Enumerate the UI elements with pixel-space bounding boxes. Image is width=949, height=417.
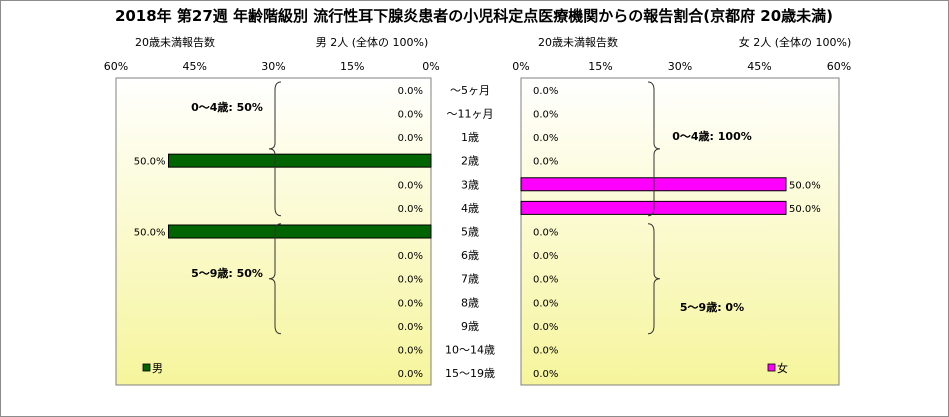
- right-tick-label: 60%: [827, 60, 851, 73]
- right-plot-area: [520, 77, 840, 386]
- category-label: 4歳: [461, 202, 479, 215]
- left-caption: 20歳未満報告数: [135, 36, 215, 49]
- left-value-label: 0.0%: [398, 251, 423, 262]
- left-value-label: 0.0%: [398, 298, 423, 309]
- left-value-label: 0.0%: [398, 346, 423, 357]
- right-value-label: 0.0%: [533, 228, 558, 239]
- left-bar: [168, 224, 432, 239]
- right-value-label: 0.0%: [533, 346, 558, 357]
- category-label: 5歳: [461, 226, 479, 239]
- right-value-label: 0.0%: [533, 157, 558, 168]
- category-label: ～5ヶ月: [450, 84, 490, 97]
- right-value-label: 0.0%: [533, 109, 558, 120]
- right-value-label: 50.0%: [789, 204, 821, 215]
- left-tick-label: 60%: [104, 60, 128, 73]
- right-value-label: 0.0%: [533, 275, 558, 286]
- right-caption: 20歳未満報告数: [538, 36, 618, 49]
- left-group-brace: [268, 81, 282, 217]
- left-header: 男 2人 (全体の 100%): [316, 35, 429, 49]
- chart-title: 2018年 第27週 年齢階級別 流行性耳下腺炎患者の小児科定点医療機関からの報…: [115, 7, 833, 25]
- category-label: 2歳: [461, 155, 479, 168]
- left-legend-label: 男: [152, 362, 163, 375]
- category-label: 8歳: [461, 296, 479, 309]
- left-value-label: 50.0%: [134, 157, 166, 168]
- left-group-annotation: 5～9歳: 50%: [191, 266, 263, 280]
- left-value-label: 0.0%: [398, 369, 423, 380]
- right-value-label: 0.0%: [533, 251, 558, 262]
- left-value-label: 0.0%: [398, 133, 423, 144]
- right-group-brace: [647, 81, 661, 217]
- left-value-label: 0.0%: [398, 204, 423, 215]
- right-value-label: 0.0%: [533, 369, 558, 380]
- right-legend-swatch: [767, 363, 776, 372]
- category-label: 6歳: [461, 249, 479, 262]
- right-tick-label: 30%: [668, 60, 692, 73]
- right-tick-label: 0%: [512, 60, 529, 73]
- right-value-label: 50.0%: [789, 180, 821, 191]
- left-value-label: 50.0%: [134, 228, 166, 239]
- left-bar: [168, 153, 432, 168]
- left-value-label: 0.0%: [398, 275, 423, 286]
- right-value-label: 0.0%: [533, 298, 558, 309]
- left-tick-label: 15%: [340, 60, 364, 73]
- left-value-label: 0.0%: [398, 86, 423, 97]
- left-group-brace: [268, 223, 282, 335]
- right-group-annotation: 5～9歳: 0%: [680, 300, 744, 314]
- category-label: 1歳: [461, 131, 479, 144]
- right-legend-label: 女: [777, 361, 788, 375]
- left-group-annotation: 0～4歳: 50%: [191, 100, 263, 114]
- right-group-brace: [647, 223, 661, 335]
- left-tick-label: 30%: [261, 60, 285, 73]
- right-header: 女 2人 (全体の 100%): [739, 35, 852, 49]
- right-value-label: 0.0%: [533, 322, 558, 333]
- category-label: 10～14歳: [445, 344, 495, 357]
- left-value-label: 0.0%: [398, 109, 423, 120]
- category-label: 15～19歳: [445, 367, 495, 380]
- right-tick-label: 45%: [747, 60, 771, 73]
- right-tick-label: 15%: [588, 60, 612, 73]
- left-tick-label: 0%: [422, 60, 439, 73]
- left-value-label: 0.0%: [398, 322, 423, 333]
- right-value-label: 0.0%: [533, 86, 558, 97]
- right-group-annotation: 0～4歳: 100%: [672, 129, 752, 143]
- right-value-label: 0.0%: [533, 133, 558, 144]
- category-label: 9歳: [461, 320, 479, 333]
- category-label: ～11ヶ月: [447, 107, 494, 120]
- left-tick-label: 45%: [183, 60, 207, 73]
- category-label: 7歳: [461, 273, 479, 286]
- left-value-label: 0.0%: [398, 180, 423, 191]
- category-label: 3歳: [461, 178, 479, 191]
- left-legend-swatch: [142, 363, 151, 372]
